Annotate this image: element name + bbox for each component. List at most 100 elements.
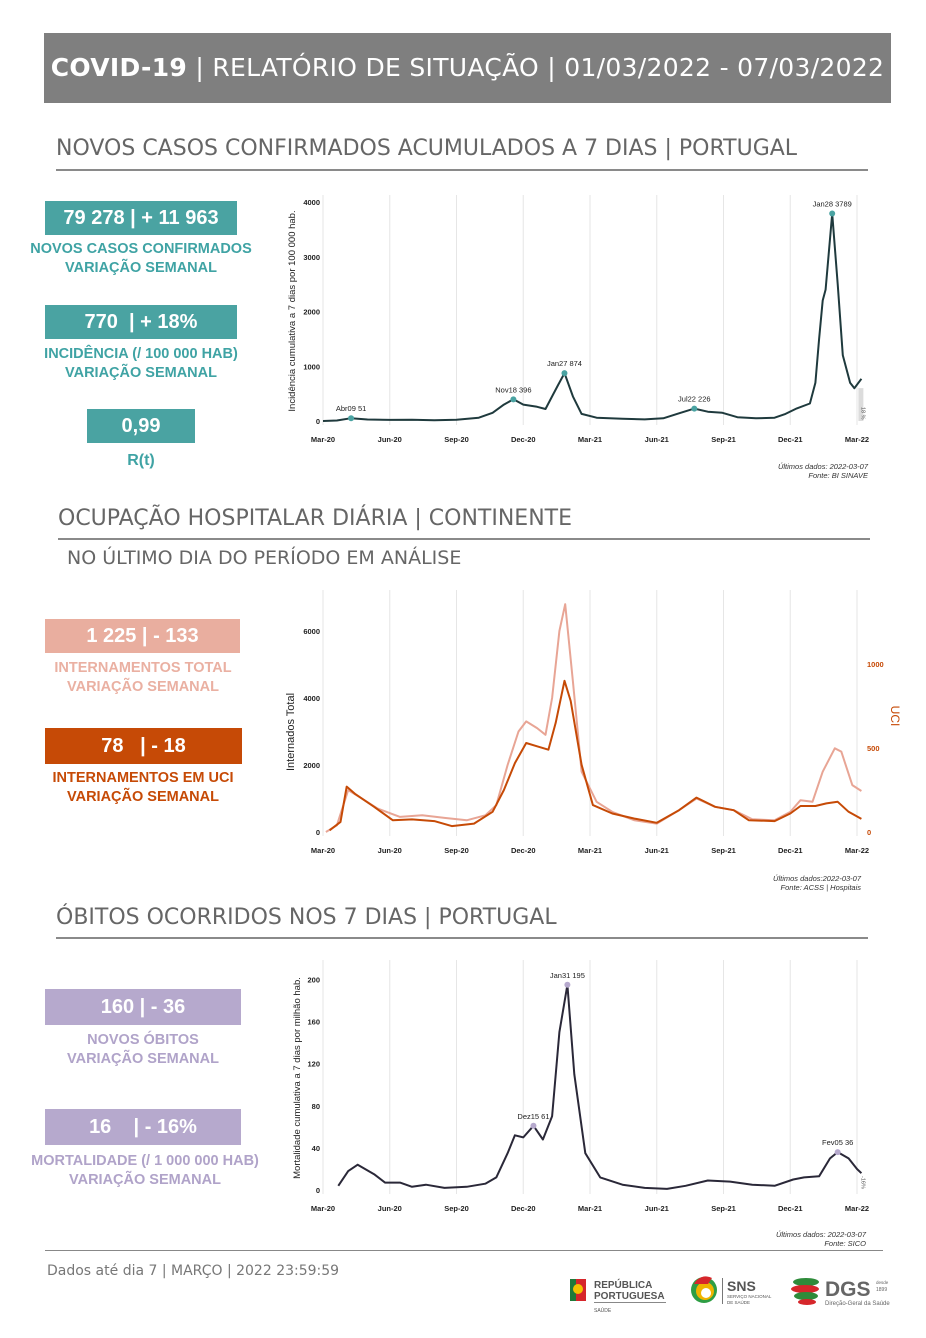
x-tick-label: Mar-22 [845, 846, 869, 855]
header-title-bold: COVID-19 [50, 53, 188, 82]
sns-logo-icon: SNS SERVIÇO NACIONAL DE SAÚDE [691, 1276, 772, 1305]
x-tick-label: Sep-21 [711, 846, 736, 855]
republica-portuguesa-logo: REPÚBLICA PORTUGUESA SAÚDE [568, 1276, 678, 1316]
x-tick-label: Jun-21 [645, 435, 669, 444]
annotation-label: Fev05 36 [822, 1138, 853, 1147]
new-cases-kpi: 79 278 | + 11 963 [45, 201, 237, 235]
y-tick-label: 0 [316, 1186, 320, 1195]
x-tick-label: Jun-20 [378, 1204, 402, 1213]
hospital-source: Últimos dados:2022-03-07 Fonte: ACSS | Ho… [690, 874, 861, 892]
x-tick-label: Dec-21 [778, 1204, 803, 1213]
data-source: Fonte: SICO [824, 1239, 866, 1248]
change-bar [858, 388, 864, 421]
label-line: VARIAÇÃO SEMANAL [67, 679, 219, 695]
annotation-point [834, 1149, 841, 1156]
series-line [322, 212, 863, 422]
annotation-label: Dez15 61 [517, 1112, 549, 1121]
y-tick-label: 4000 [303, 694, 320, 703]
y2-tick-label: 0 [867, 828, 871, 837]
svg-text:REPÚBLICA: REPÚBLICA [594, 1278, 652, 1291]
y-tick-label: 2000 [303, 761, 320, 770]
annotation-point [530, 1122, 537, 1129]
svg-text:DGS: DGS [825, 1278, 871, 1301]
annotation-point [561, 370, 568, 377]
hospital-section-title: OCUPAÇÃO HOSPITALAR DIÁRIA | CONTINENTE [58, 506, 573, 531]
total-admissions-kpi: 1 225 | - 133 [45, 619, 240, 653]
rt-kpi: 0,99 [87, 409, 195, 443]
label-line: VARIAÇÃO SEMANAL [67, 1051, 219, 1067]
annotation-point [348, 415, 355, 422]
annotation-label: Abr09 51 [336, 404, 366, 413]
x-tick-label: Mar-21 [578, 1204, 602, 1213]
svg-text:desde: desde [876, 1280, 889, 1285]
incidence-kpi: 770 | + 18% [45, 305, 237, 339]
label-line: NOVOS ÓBITOS [87, 1032, 199, 1048]
x-tick-label: Mar-21 [578, 846, 602, 855]
y-tick-label: 3000 [303, 253, 320, 262]
divider [56, 169, 868, 171]
deaths-mortality-chart: Mar-20 Jun-20 Sep-20 Dec-20 Mar-21 Jun-21 Sep-… [292, 960, 869, 1213]
data-source: Fonte: ACSS | Hospitais [780, 883, 861, 892]
new-deaths-label: NOVOS ÓBITOS VARIAÇÃO SEMANAL [12, 1031, 274, 1069]
annotation-point [829, 210, 836, 217]
last-data-date: Últimos dados: 2022-03-07 [777, 462, 868, 471]
deaths-section-title: ÓBITOS OCORRIDOS NOS 7 DIAS | PORTUGAL [56, 905, 557, 930]
incidence-label: INCIDÊNCIA (/ 100 000 HAB) VARIAÇÃO SEMAN… [10, 345, 272, 383]
x-tick-label: Sep-21 [711, 435, 736, 444]
label-line: VARIAÇÃO SEMANAL [65, 260, 217, 276]
divider [56, 937, 868, 939]
label-line: INCIDÊNCIA (/ 100 000 HAB) [44, 346, 238, 362]
svg-text:1899: 1899 [876, 1287, 887, 1293]
last-data-date: Últimos dados: 2022-03-07 [775, 1230, 866, 1239]
annotation-label: Jul22 226 [678, 395, 711, 404]
x-tick-label: Dec-20 [511, 846, 536, 855]
cases-incidence-chart: Mar-20 Jun-20 Sep-20 Dec-20 Mar-21 Jun-21 Sep-… [287, 195, 869, 444]
y2-tick-label: 500 [867, 744, 880, 753]
x-tick-label: Mar-21 [578, 435, 602, 444]
label-line: VARIAÇÃO SEMANAL [69, 1172, 221, 1188]
deaths-source: Últimos dados: 2022-03-07 Fonte: SICO [700, 1230, 866, 1248]
mortality-label: MORTALIDADE (/ 1 000 000 HAB) VARIAÇÃO SE… [10, 1152, 280, 1190]
annotation-label: Jan27 874 [547, 359, 582, 368]
label-line: VARIAÇÃO SEMANAL [67, 789, 219, 805]
change-label: -16% [859, 1176, 865, 1189]
rt-label: R(t) [127, 452, 155, 469]
mortality-kpi: 16 | - 16% [45, 1109, 241, 1145]
change-label: 18 % [859, 407, 865, 420]
dgs-logo: DGS desde 1899 Direção-Geral da Saúde [790, 1274, 900, 1310]
series-line [325, 603, 862, 833]
y-tick-label: 120 [307, 1060, 320, 1069]
x-tick-label: Mar-22 [845, 435, 869, 444]
x-tick-label: Dec-21 [778, 846, 803, 855]
x-tick-label: Mar-22 [845, 1204, 869, 1213]
annotation-label: Jan31 195 [550, 971, 585, 980]
x-tick-label: Sep-20 [444, 435, 469, 444]
label-line: MORTALIDADE (/ 1 000 000 HAB) [31, 1153, 259, 1169]
series-line [328, 679, 862, 832]
y-tick-label: 160 [307, 1018, 320, 1027]
republica-portuguesa-logo-icon: REPÚBLICA PORTUGUESA SAÚDE [570, 1278, 666, 1314]
hospital-subtitle: NO ÚLTIMO DIA DO PERÍODO EM ANÁLISE [67, 547, 462, 569]
y-tick-label: 200 [307, 976, 320, 985]
hospital-occupancy-chart: Mar-20 Jun-20 Sep-20 Dec-20 Mar-21 Jun-21 Sep-… [285, 590, 902, 855]
new-deaths-kpi: 160 | - 36 [45, 989, 241, 1025]
data-source: Fonte: BI SINAVE [808, 471, 868, 480]
y-tick-label: 4000 [303, 198, 320, 207]
x-tick-label: Dec-20 [511, 1204, 536, 1213]
divider [58, 538, 870, 540]
y-tick-label: 6000 [303, 627, 320, 636]
label-line: INTERNAMENTOS EM UCI [52, 770, 234, 786]
annotation-point [564, 981, 571, 988]
y-axis-label: Incidência cumulativa a 7 dias por 100 0… [287, 210, 298, 411]
y-tick-label: 0 [316, 417, 320, 426]
footer-divider [45, 1250, 883, 1251]
x-tick-label: Jun-20 [378, 435, 402, 444]
annotation-label: Nov18 396 [495, 385, 531, 394]
x-tick-label: Mar-20 [311, 846, 335, 855]
x-tick-label: Sep-21 [711, 1204, 736, 1213]
x-tick-label: Mar-20 [311, 1204, 335, 1213]
y-tick-label: 2000 [303, 308, 320, 317]
svg-text:SERVIÇO NACIONAL: SERVIÇO NACIONAL [727, 1294, 772, 1299]
label-line: NOVOS CASOS CONFIRMADOS [30, 241, 252, 257]
last-data-date: Últimos dados:2022-03-07 [773, 874, 861, 883]
